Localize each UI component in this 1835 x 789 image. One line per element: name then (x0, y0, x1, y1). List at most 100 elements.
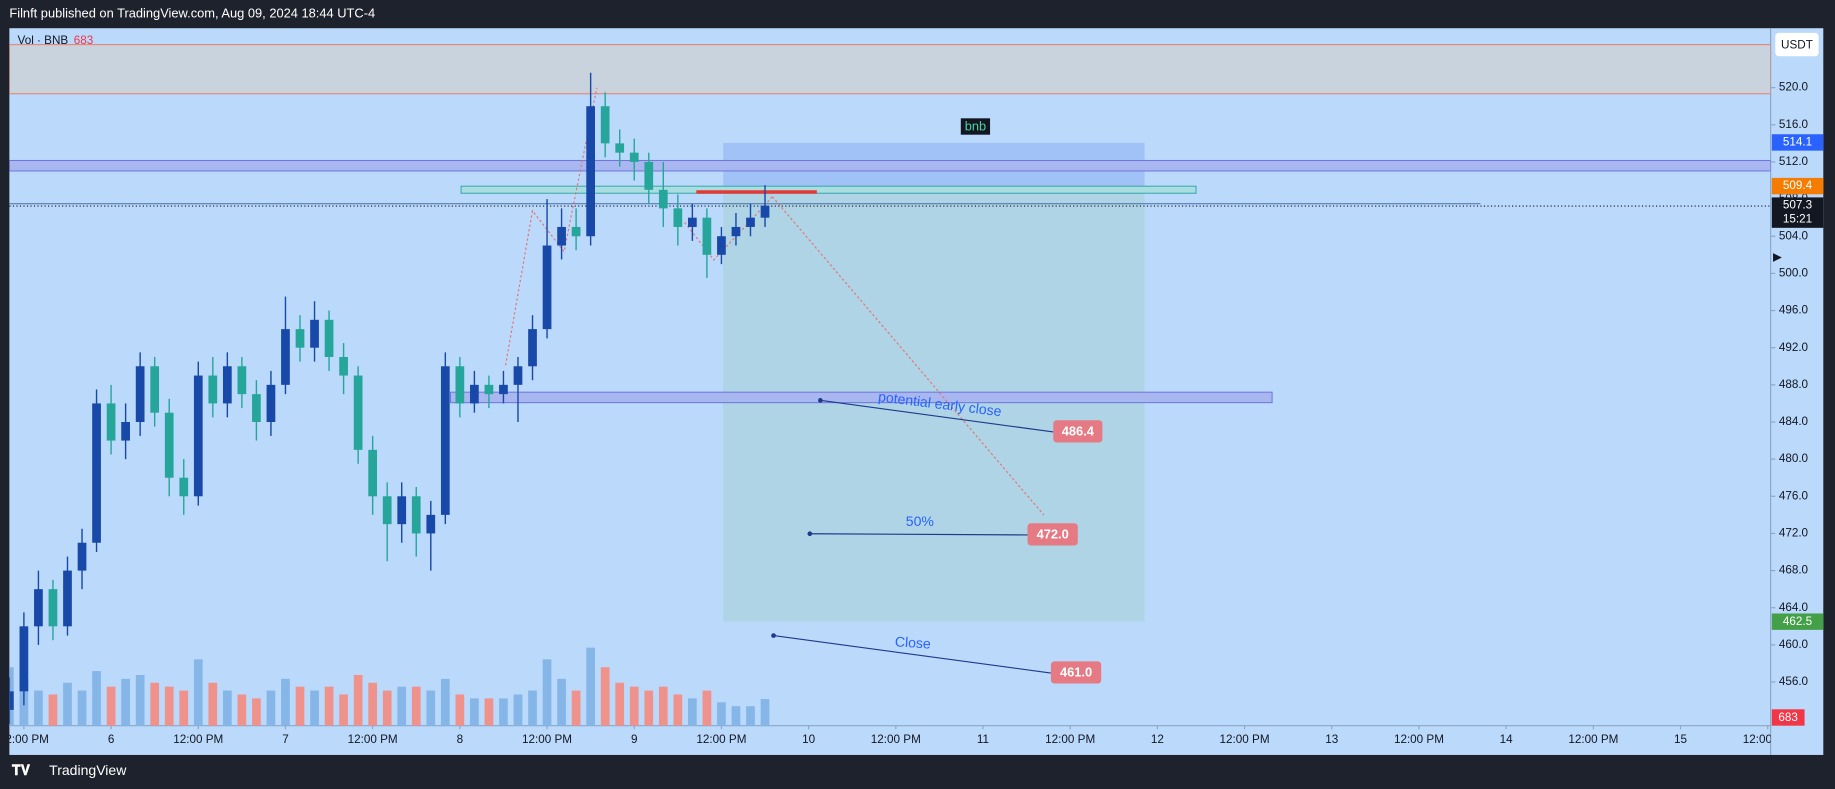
volume-bar (760, 699, 770, 726)
target-point (771, 633, 776, 638)
target-point (818, 398, 823, 403)
x-tick-label: 12 (1151, 733, 1164, 746)
marks (9, 72, 770, 726)
volume-bar (353, 674, 363, 726)
candle-body (397, 496, 407, 525)
candle-body (484, 384, 494, 395)
annotation-text: Close (894, 633, 931, 651)
target-line (773, 634, 1051, 674)
volume-bar (150, 682, 160, 726)
candle-body (411, 496, 421, 534)
x-tick-label: 12:00 PM (1394, 733, 1444, 746)
price-label: 462.5 (1783, 615, 1813, 628)
candle-body (48, 589, 58, 627)
candle-body (353, 375, 363, 450)
x-tick-label: 11 (977, 733, 989, 746)
candle-body (77, 542, 87, 571)
volume-bar (629, 686, 639, 726)
y-tick-label: 456.0 (1779, 675, 1809, 688)
volume-bar (411, 686, 421, 726)
candle-body (324, 319, 334, 357)
candle-body (615, 143, 625, 153)
x-tick-label: 12:00 PM (348, 733, 398, 746)
volume-bar (426, 690, 436, 726)
x-tick-label: 12:00 PM (1045, 733, 1095, 746)
volume-bar (702, 690, 712, 726)
volume-bar (164, 686, 174, 726)
x-tick-label: 10 (802, 733, 816, 746)
candle-body (92, 403, 101, 543)
candle-body (19, 626, 29, 692)
volume-bar (615, 682, 625, 726)
candle-body (586, 106, 595, 237)
currency-box (1775, 32, 1819, 57)
candle-body (310, 319, 319, 348)
volume-label-box (1771, 709, 1805, 726)
volume-bar (34, 690, 43, 726)
y-tick-label: 520.0 (1779, 81, 1809, 94)
tag-text: bnb (965, 118, 986, 133)
candle-body (658, 189, 668, 209)
volume-bar (179, 690, 189, 726)
volume-bar (600, 667, 610, 726)
volume-bar (252, 698, 261, 726)
price-tag (1050, 661, 1102, 684)
volume-label: 683 (1778, 711, 1798, 724)
x-tick-label: 6 (108, 733, 115, 746)
candle-body (63, 570, 72, 627)
y-tick-label: 472.0 (1779, 527, 1809, 540)
volume-bar (193, 659, 203, 726)
y-tick-label: 504.0 (1779, 229, 1809, 242)
volume-bar (121, 678, 130, 726)
resistance-zone (9, 44, 1771, 95)
x-tick-label: 12:00 PM (1743, 733, 1793, 746)
candle-body (339, 356, 348, 376)
x-tick-label: 12:00 PM (1220, 733, 1270, 746)
x-tick-label: 13 (1325, 733, 1338, 746)
price-tag-text: 472.0 (1037, 526, 1069, 541)
candle-body (34, 589, 43, 627)
y-tick-label: 492.0 (1779, 341, 1809, 354)
candle-body (746, 217, 755, 227)
axis-marker: ▶ (1773, 251, 1783, 264)
volume-bar (208, 682, 218, 726)
legend-label: Vol · BNB (18, 34, 69, 47)
volume-bar (470, 698, 479, 726)
drawings (9, 44, 1771, 674)
volume-bar (731, 706, 741, 726)
candle-body (295, 329, 305, 348)
volume-bar (339, 694, 348, 726)
candle-body (237, 366, 247, 395)
candle-body (426, 514, 436, 534)
volume-bar (528, 690, 537, 726)
volume-bar (499, 698, 508, 726)
price-label-box (1771, 197, 1824, 228)
candle-body (702, 217, 712, 255)
annotation-text: 50% (906, 513, 934, 529)
volume-bar (717, 702, 726, 726)
price-label: 514.1 (1783, 136, 1812, 149)
volume-bar (455, 694, 465, 726)
candle-body (644, 161, 654, 190)
price-tag (1053, 420, 1103, 443)
candle-body (717, 236, 726, 255)
candle-body (222, 366, 232, 404)
candle-body (440, 366, 450, 515)
candle-body (629, 152, 639, 162)
candle-body (252, 394, 261, 422)
currency: USDT (1781, 38, 1813, 51)
candle-body (731, 226, 741, 237)
zigzag-path (504, 87, 598, 366)
x-tick-label: 8 (457, 733, 464, 746)
volume-bar (63, 682, 72, 726)
candle-body (121, 421, 130, 441)
header-title: Filnft published on TradingView.com, Aug… (9, 6, 375, 21)
candle-body (179, 477, 189, 497)
candle-body (499, 384, 508, 395)
volume-bar (106, 686, 116, 726)
y-tick-label: 480.0 (1779, 452, 1809, 465)
legend-value: 683 (74, 34, 94, 47)
overlay: bnb potential early close 486.4 50% 472.… (12, 32, 1824, 778)
candle-body (150, 366, 160, 413)
